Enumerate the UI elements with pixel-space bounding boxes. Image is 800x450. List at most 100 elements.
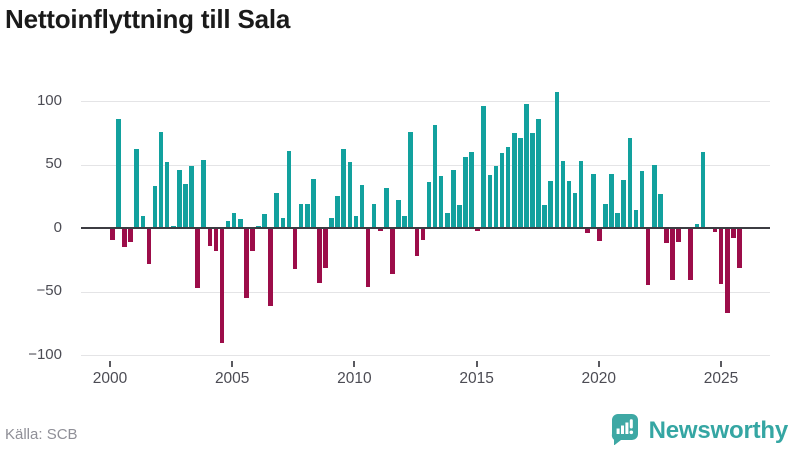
x-axis-label-2020: 2020: [581, 370, 617, 387]
bar-2012-q4: [420, 228, 426, 240]
x-axis-label-2015: 2015: [459, 370, 494, 387]
zero-axis-line: [81, 227, 770, 230]
bar-2002-q4: [177, 169, 182, 229]
bar-2016-q2: [505, 146, 511, 229]
bar-2002-q2: [164, 162, 170, 229]
bar-2000-q1: [110, 228, 115, 240]
bar-2003-q2: [189, 165, 194, 229]
bar-2023-q1: [670, 228, 675, 281]
bar-2007-q2: [286, 150, 292, 229]
bar-2022-q4: [664, 228, 669, 244]
bar-2004-q2: [213, 228, 219, 252]
bar-2001-q1: [134, 149, 140, 229]
bar-2004-q4: [225, 220, 231, 229]
bar-2014-q2: [457, 205, 462, 229]
bar-2017-q2: [530, 132, 535, 229]
bar-2007-q3: [292, 228, 298, 269]
bar-2017-q3: [536, 118, 541, 229]
bar-2021-q4: [639, 171, 645, 229]
bar-2013-q2: [432, 125, 438, 229]
y-axis-label: −50: [36, 282, 62, 300]
bar-2000-q3: [122, 228, 127, 248]
gridline--50: [81, 291, 770, 293]
bar-2012-q1: [402, 215, 407, 229]
bar-2022-q2: [651, 164, 657, 229]
bar-2011-q2: [384, 187, 389, 229]
bar-2012-q2: [408, 131, 413, 229]
bar-2016-q1: [499, 153, 505, 229]
bar-2022-q3: [658, 193, 663, 229]
bar-2018-q3: [560, 160, 566, 229]
bar-2025-q2: [724, 228, 730, 314]
y-axis-label: 50: [45, 155, 62, 173]
bar-2016-q3: [511, 132, 517, 229]
bar-2010-q1: [353, 215, 359, 229]
bar-2005-q2: [237, 219, 243, 229]
y-axis-label: 0: [53, 218, 62, 236]
gridline--100: [81, 355, 770, 357]
bar-2001-q4: [152, 186, 158, 229]
bar-2004-q3: [219, 228, 225, 343]
bar-2009-q3: [341, 149, 347, 229]
bar-2014-q1: [451, 169, 456, 229]
x-axis-label-2010: 2010: [337, 370, 372, 387]
bar-2020-q3: [609, 173, 614, 229]
bar-2020-q1: [597, 228, 602, 241]
bar-2018-q4: [566, 181, 572, 229]
bar-2007-q1: [280, 218, 286, 229]
bar-2010-q3: [365, 228, 371, 287]
bar-2015-q4: [493, 165, 499, 229]
gridline-100: [81, 101, 770, 102]
bar-2008-q1: [304, 204, 310, 229]
x-axis-tick-2000: [109, 361, 111, 367]
bar-2023-q2: [676, 228, 681, 243]
bar-2002-q1: [158, 131, 164, 229]
bar-chart-speech-bubble-icon: [608, 411, 641, 450]
bar-2005-q4: [250, 228, 255, 252]
bar-2025-q3: [731, 228, 736, 239]
bar-2023-q4: [688, 228, 694, 281]
bar-2011-q1: [377, 228, 383, 231]
x-axis-label-2000: 2000: [92, 370, 128, 387]
x-axis-label-2025: 2025: [703, 370, 739, 387]
bar-2001-q2: [140, 215, 146, 229]
bar-2009-q1: [329, 218, 334, 229]
bar-2018-q1: [548, 181, 554, 229]
bar-2013-q1: [426, 182, 432, 229]
bar-2006-q3: [268, 228, 273, 306]
bar-2018-q2: [554, 92, 560, 229]
bar-2020-q4: [615, 212, 620, 229]
bar-2019-q3: [584, 228, 590, 234]
brand-name: Newsworthy: [648, 416, 789, 444]
bar-2025-q1: [718, 228, 724, 285]
bar-2008-q2: [311, 178, 316, 229]
bar-2003-q4: [201, 159, 206, 229]
bar-2024-q2: [700, 151, 706, 229]
bar-2000-q4: [128, 228, 133, 243]
y-axis-label: −100: [28, 345, 62, 363]
bar-2002-q3: [170, 225, 176, 229]
bar-2001-q3: [146, 228, 152, 264]
bar-2004-q1: [207, 228, 213, 246]
bar-2005-q1: [231, 212, 237, 229]
bar-2009-q2: [335, 196, 340, 229]
bar-2017-q1: [524, 103, 529, 229]
bar-2014-q3: [463, 157, 468, 229]
bar-2019-q1: [572, 192, 578, 229]
bar-2022-q1: [645, 228, 651, 286]
bar-2021-q3: [633, 210, 639, 229]
bar-2006-q1: [256, 225, 261, 229]
x-axis-tick-2010: [353, 361, 356, 367]
source-note: Källa: SCB: [5, 426, 78, 443]
x-axis-label-2005: 2005: [214, 370, 250, 387]
x-axis-tick-2025: [720, 361, 722, 367]
bar-2011-q4: [396, 200, 401, 229]
gridline-50: [81, 164, 770, 166]
bar-2024-q4: [712, 228, 718, 232]
bar-2013-q4: [444, 212, 450, 229]
bar-2019-q2: [578, 160, 584, 229]
bar-2021-q1: [621, 179, 627, 229]
bar-2000-q2: [116, 118, 121, 229]
bar-2008-q3: [317, 228, 322, 283]
